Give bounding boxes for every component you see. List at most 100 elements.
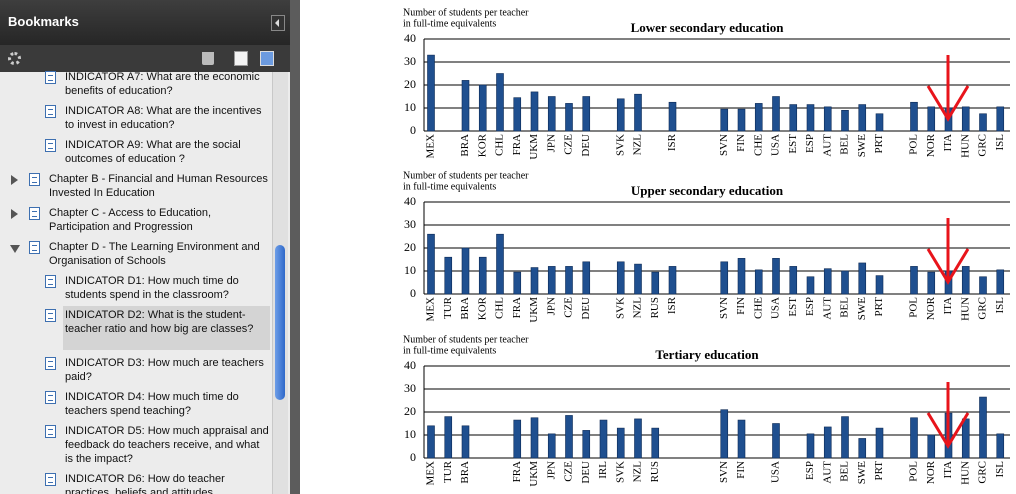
bar [478, 84, 487, 132]
expand-icon[interactable] [260, 51, 274, 66]
bar [841, 416, 849, 459]
bar [461, 80, 470, 132]
bar [565, 415, 573, 459]
bookmark-label: INDICATOR D1: How much time do students … [65, 275, 239, 301]
bar [754, 269, 763, 295]
x-tick-label: CHL [494, 134, 506, 156]
bar [547, 96, 556, 132]
x-tick-label: HUN [959, 461, 971, 485]
x-tick-label: TUR [442, 460, 454, 483]
x-tick-label: BRA [459, 461, 471, 484]
x-tick-label: SVK [614, 461, 626, 483]
new-bookmark-icon[interactable] [234, 51, 248, 66]
chart-title: Lower secondary education [631, 20, 785, 35]
bar [927, 106, 936, 132]
x-tick-label: PRT [873, 297, 885, 317]
options-icon[interactable] [8, 52, 21, 65]
bookmark[interactable]: INDICATOR D5: How much appraisal and fee… [0, 424, 270, 472]
bar [789, 266, 798, 295]
x-tick-label: NOR [925, 460, 937, 484]
bookmark-label: Chapter D - The Learning Environment and… [49, 241, 260, 267]
bookmark[interactable]: INDICATOR D3: How much are teachers paid… [0, 356, 270, 390]
x-tick-label: FRA [511, 134, 523, 155]
bar [789, 104, 798, 132]
x-tick-label: ISL [994, 461, 1006, 478]
bar [996, 106, 1005, 132]
bar [979, 113, 987, 132]
bar [634, 263, 642, 295]
x-tick-label: BEL [839, 134, 851, 155]
bookmark[interactable]: INDICATOR D1: How much time do students … [0, 274, 270, 308]
panel-toolbar [0, 45, 290, 72]
x-tick-label: GRC [977, 461, 989, 484]
x-tick-label: DEU [580, 297, 592, 320]
y-tick-label: 30 [404, 217, 416, 231]
bar [496, 233, 504, 295]
bar [427, 54, 435, 132]
y-axis-label: in full-time equivalents [403, 18, 496, 29]
bar [806, 433, 815, 459]
bar [996, 269, 1005, 295]
bar [910, 417, 918, 459]
x-tick-label: POL [908, 134, 920, 155]
delete-icon[interactable] [202, 52, 214, 65]
x-tick-label: ISL [994, 297, 1006, 314]
bookmark-selected[interactable]: INDICATOR D2: What is the student-teache… [0, 306, 270, 356]
bookmark[interactable]: INDICATOR D6: How do teacher practices, … [0, 472, 270, 494]
bookmark[interactable]: INDICATOR A8: What are the incentives to… [0, 104, 270, 138]
y-tick-label: 40 [404, 194, 416, 208]
x-tick-label: KOR [476, 133, 488, 157]
x-tick-label: CHE [752, 134, 764, 156]
bookmark-label: INDICATOR D2: What is the student-teache… [65, 309, 254, 335]
scroll-thumb[interactable] [275, 245, 285, 400]
panel-header: Bookmarks [0, 0, 290, 45]
bar [841, 110, 849, 132]
x-tick-label: IRL [597, 461, 609, 479]
bar [565, 266, 573, 295]
x-tick-label: BEL [839, 461, 851, 482]
splitter [290, 0, 300, 494]
x-tick-label: USA [770, 297, 782, 319]
bar [651, 427, 660, 459]
bar [668, 266, 677, 295]
bookmark[interactable]: Chapter D - The Learning Environment and… [0, 240, 270, 274]
scrollbar[interactable] [272, 72, 288, 494]
bookmark-label: INDICATOR D6: How do teacher practices, … [65, 473, 225, 494]
x-tick-label: SWE [856, 134, 868, 158]
y-axis-label: in full-time equivalents [403, 345, 496, 356]
bar [582, 96, 591, 132]
x-tick-label: HUN [959, 134, 971, 158]
bookmark[interactable]: Chapter B - Financial and Human Resource… [0, 172, 270, 206]
highlight-arrow-head [926, 248, 970, 285]
bar [806, 276, 815, 295]
chart-title: Upper secondary education [631, 183, 784, 198]
bookmark[interactable]: INDICATOR D4: How much time do teachers … [0, 390, 270, 424]
x-tick-label: ITA [942, 461, 954, 479]
x-tick-label: ISR [666, 296, 678, 314]
bookmark-list: INDICATOR A7: What are the economic bene… [0, 70, 270, 494]
x-tick-label: CHE [752, 297, 764, 319]
bookmark[interactable]: INDICATOR A9: What are the social outcom… [0, 138, 270, 172]
bookmark[interactable]: Chapter C - Access to Education, Partici… [0, 206, 270, 240]
x-tick-label: BRA [459, 134, 471, 157]
bar [737, 108, 746, 132]
bar [772, 96, 780, 132]
x-tick-label: USA [770, 461, 782, 483]
x-tick-label: NOR [925, 296, 937, 320]
collapse-button[interactable] [271, 15, 285, 31]
y-tick-label: 10 [404, 263, 416, 277]
bar [444, 256, 453, 295]
x-tick-label: DEU [580, 461, 592, 484]
x-tick-label: CZE [563, 134, 575, 155]
x-tick-label: ESP [804, 297, 816, 316]
bookmark[interactable]: INDICATOR A7: What are the economic bene… [0, 70, 270, 104]
x-tick-label: FRA [511, 297, 523, 318]
x-tick-label: CZE [563, 297, 575, 318]
x-tick-label: SVN [718, 461, 730, 483]
bar [910, 101, 918, 132]
bar [616, 261, 625, 295]
y-tick-label: 20 [404, 240, 416, 254]
x-tick-label: USA [770, 134, 782, 156]
y-tick-label: 10 [404, 427, 416, 441]
